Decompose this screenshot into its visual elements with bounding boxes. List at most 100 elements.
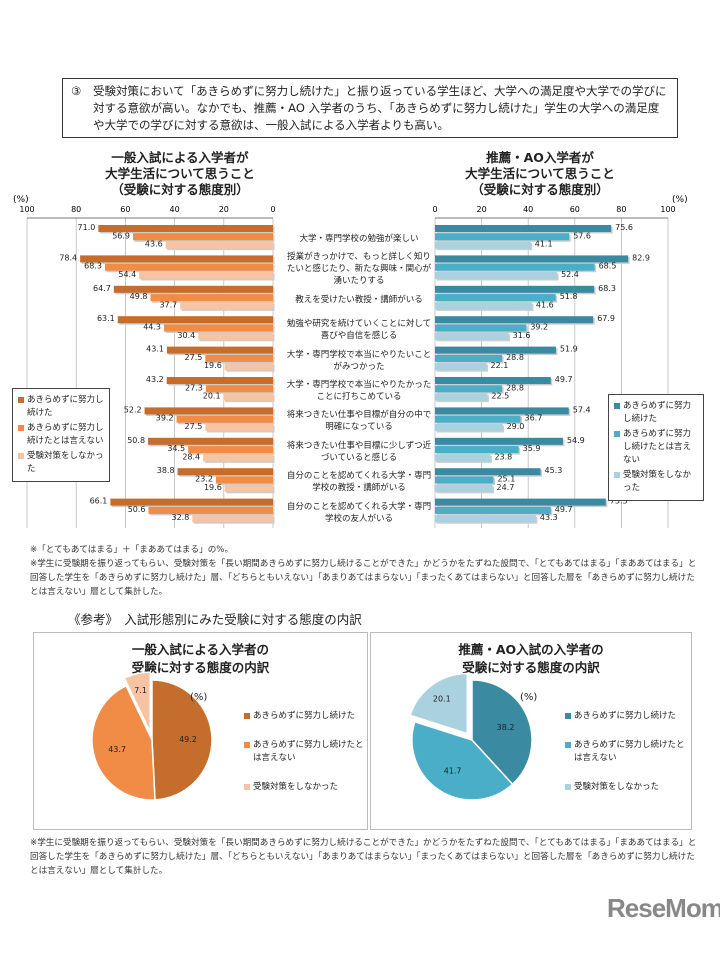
data-label: 68.3 — [84, 262, 102, 271]
data-label: 23.8 — [494, 452, 512, 461]
tick-label: 20 — [477, 205, 487, 214]
legend-label: 受験対策をしなかった — [253, 782, 339, 792]
bar — [435, 437, 563, 445]
legend-label: 受験対策をしなかった — [27, 451, 104, 474]
data-label: 25.1 — [497, 475, 515, 484]
data-label: 51.8 — [560, 292, 578, 301]
pie-slice — [411, 720, 514, 801]
left-pie-chart: 49.2 43.7 7.1 — [91, 671, 213, 801]
data-label: 30.4 — [177, 331, 195, 340]
category-label: 勉強や研究を続けていくことに対して喜びや自信を感じる — [286, 319, 432, 342]
bar — [435, 424, 503, 431]
data-label: 54.4 — [118, 270, 136, 279]
right-pie-title: 推薦・AO入試の入学者の 受験に対する態度の内訳 — [371, 641, 691, 677]
legend-label: あきらめずに努力し続けた — [623, 401, 692, 424]
right-title-line: 大学生活について思うこと — [465, 166, 615, 181]
data-label: 71.0 — [78, 223, 96, 232]
data-label: 41.1 — [535, 240, 553, 249]
legend-label: 受験対策をしなかった — [574, 782, 660, 792]
bar — [205, 385, 273, 393]
pie-label: 20.1 — [433, 695, 451, 704]
legend-label: あきらめずに努力し続けた — [27, 395, 104, 418]
category-label: 教えを受けたい教授・講師がいる — [295, 294, 423, 305]
left-chart-title: 一般入試による入学者が 大学生活について思うこと （受験に対する態度別） — [50, 150, 310, 198]
bar — [223, 393, 273, 401]
legend-label: あきらめずに努力し続けた — [574, 711, 677, 721]
data-label: 39.2 — [156, 414, 174, 423]
category-label: 将来つきたい仕事や目標が自分の中で明確になっている — [286, 410, 432, 433]
pie-label: 38.2 — [497, 723, 515, 732]
bar — [435, 255, 629, 263]
bar — [150, 294, 273, 302]
right-pie-legend: あきらめずに努力し続けたあきらめずに努力し続けたとは言えない受験対策をしなかった — [565, 710, 685, 810]
bar — [435, 241, 531, 249]
pie-label: 43.7 — [108, 745, 126, 754]
data-label: 68.3 — [598, 284, 616, 293]
bar — [177, 468, 273, 476]
bar — [435, 385, 503, 393]
data-label: 75.6 — [615, 223, 633, 232]
bar — [435, 233, 570, 241]
bar — [435, 484, 493, 492]
axis-unit: (%) — [13, 195, 29, 205]
data-label: 45.3 — [545, 466, 563, 475]
pie-legend-item: あきらめずに努力し続けた — [565, 710, 685, 723]
legend-label: 受験対策をしなかった — [623, 470, 692, 493]
left-bar-chart: (%)100 80 60 40 20 0 71.0 78.4 64.7 63.1 43.1 43.2 5… — [13, 195, 276, 528]
pie-label: 7.1 — [134, 686, 147, 695]
legend-swatch — [565, 713, 571, 719]
data-label: 66.1 — [90, 497, 108, 506]
left-title-line: （受験に対する態度別） — [111, 182, 249, 197]
bar — [435, 393, 488, 401]
bar — [110, 498, 273, 506]
bar — [435, 346, 556, 354]
axis-unit: (%) — [672, 195, 688, 205]
data-label: 19.6 — [204, 361, 222, 370]
data-label: 43.2 — [146, 375, 164, 384]
bar — [435, 476, 494, 484]
bar — [435, 324, 527, 332]
legend-swatch — [614, 472, 620, 478]
legend-swatch — [244, 713, 250, 719]
pie-slice — [123, 671, 151, 733]
reference-heading: 《参考》 入試形態別にみた受験に対する態度の内訳 — [68, 612, 362, 627]
data-label: 68.5 — [599, 262, 617, 271]
legend-swatch — [565, 784, 571, 790]
bar — [203, 454, 273, 462]
legend-item: あきらめずに努力し続けた — [18, 394, 104, 420]
legend-swatch — [244, 784, 250, 790]
data-label: 82.9 — [632, 253, 650, 262]
bar — [224, 363, 273, 371]
right-pie-unit: (%) — [520, 692, 538, 703]
data-label: 22.5 — [491, 392, 509, 401]
pie-legend-item: あきらめずに努力し続けたとは言えない — [565, 739, 685, 765]
data-label: 41.6 — [536, 300, 554, 309]
summary-text: 受験対策において「あきらめずに努力し続けた」と振り返っている学生ほど、大学への満… — [93, 84, 667, 132]
bar — [148, 506, 273, 514]
notes: ※「とてもあてはまる」＋「まああてはまる」の%。 ※学生に受験期を振り返ってもら… — [30, 543, 700, 599]
data-label: 29.0 — [507, 422, 525, 431]
data-label: 57.4 — [573, 405, 591, 414]
bar — [435, 377, 551, 384]
tick-label: 60 — [570, 205, 580, 214]
pie-title-line: 受験に対する態度の内訳 — [462, 660, 600, 675]
bar — [133, 233, 273, 241]
data-label: 63.1 — [97, 314, 115, 323]
data-label: 67.9 — [597, 314, 615, 323]
bar — [165, 241, 273, 249]
pie-slice — [471, 679, 533, 786]
right-title-line: （受験に対する態度別） — [471, 182, 609, 197]
bar — [215, 476, 273, 484]
data-label: 28.8 — [506, 383, 524, 392]
data-label: 43.1 — [146, 345, 164, 354]
data-label: 78.4 — [59, 253, 77, 262]
legend-item: 受験対策をしなかった — [614, 469, 698, 495]
left-title-line: 大学生活について思うこと — [105, 166, 255, 181]
right-legend: あきらめずに努力し続けた あきらめずに努力し続けたとは言えない 受験対策をしなかった — [608, 394, 704, 501]
bar — [435, 225, 612, 232]
bar — [176, 415, 273, 423]
data-label: 32.8 — [171, 513, 189, 522]
bar — [435, 294, 556, 302]
bar — [148, 437, 273, 445]
tick-label: 100 — [660, 205, 675, 214]
